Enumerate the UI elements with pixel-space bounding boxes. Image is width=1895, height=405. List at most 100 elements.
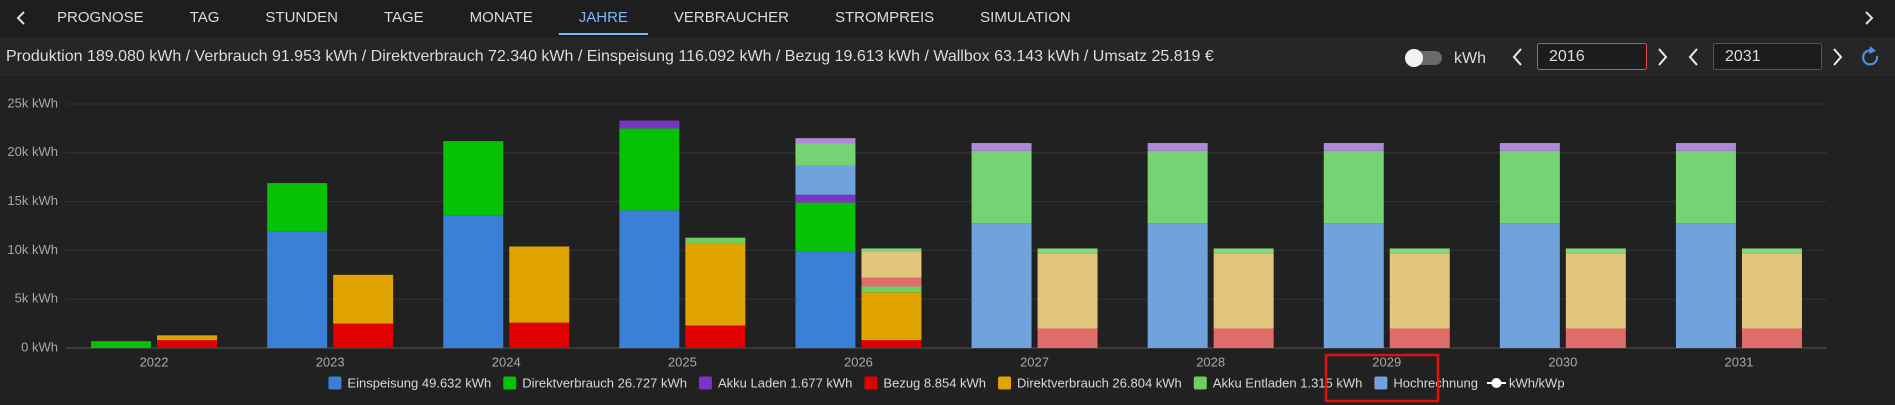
- from-year-input[interactable]: [1537, 43, 1647, 70]
- tab[interactable]: TAGE: [384, 9, 424, 26]
- from-prev[interactable]: [1512, 48, 1522, 66]
- bar-segment: [861, 286, 922, 293]
- legend-label[interactable]: Einspeisung 49.632 kWh: [347, 375, 491, 390]
- bar-segment: [1389, 248, 1450, 254]
- bar-segment: [971, 143, 1032, 151]
- bar-segment: [1213, 248, 1274, 254]
- bar-segment: [1389, 328, 1450, 348]
- bar-segment: [795, 194, 856, 203]
- bar-segment: [1147, 223, 1208, 348]
- to-year-input[interactable]: [1713, 43, 1822, 70]
- x-tick-label: 2024: [492, 354, 521, 369]
- bar-segment: [861, 248, 922, 252]
- legend: Einspeisung 49.632 kWh Direktverbrauch 26…: [328, 375, 1565, 390]
- x-tick-label: 2029: [1372, 354, 1401, 369]
- tab[interactable]: TAG: [190, 9, 220, 26]
- tab[interactable]: STROMPREIS: [835, 9, 934, 26]
- bar-segment: [795, 251, 856, 348]
- legend-swatch: [998, 376, 1012, 390]
- legend-swatch: [503, 376, 517, 390]
- bar-segment: [1147, 150, 1208, 224]
- bar-segment: [1213, 328, 1274, 348]
- bar-segment: [267, 183, 328, 232]
- active-underline: [558, 33, 648, 35]
- bar-segment: [685, 325, 746, 348]
- unit-label: kWh: [1454, 50, 1486, 67]
- tab[interactable]: SIMULATION: [980, 9, 1071, 26]
- legend-swatch: [1193, 376, 1207, 390]
- bar-segment: [1565, 253, 1626, 329]
- tab[interactable]: VERBRAUCHER: [674, 9, 789, 26]
- legend-label[interactable]: Hochrechnung: [1393, 375, 1478, 390]
- bar-segment: [1323, 223, 1384, 348]
- bar-segment: [1323, 143, 1384, 151]
- x-tick-label: 2030: [1548, 354, 1577, 369]
- bar-segment: [795, 165, 856, 195]
- bar-segment: [619, 128, 680, 211]
- legend-swatch: [1374, 376, 1388, 390]
- legend-label[interactable]: kWh/kWp: [1509, 375, 1565, 390]
- legend-label[interactable]: Akku Entladen 1.315 kWh: [1213, 375, 1363, 390]
- bar-segment: [509, 322, 570, 348]
- to-year: 2031: [1725, 48, 1761, 65]
- legend-label[interactable]: Akku Laden 1.677 kWh: [718, 375, 852, 390]
- to-prev[interactable]: [1688, 48, 1698, 66]
- toggle-knob: [1405, 49, 1423, 67]
- tab[interactable]: PROGNOSE: [57, 9, 144, 26]
- legend-label[interactable]: Bezug 8.854 kWh: [883, 375, 986, 390]
- from-next[interactable]: [1658, 48, 1668, 66]
- bar-segment: [1499, 150, 1560, 224]
- x-tick-label: 2022: [140, 354, 169, 369]
- y-tick-label: 10k kWh: [7, 242, 58, 257]
- bar-segment: [1499, 143, 1560, 151]
- summary: Produktion 189.080 kWh / Verbrauch 91.95…: [6, 48, 1214, 65]
- bar-segment: [443, 215, 504, 348]
- legend-label[interactable]: Direktverbrauch 26.727 kWh: [522, 375, 687, 390]
- nav-prev[interactable]: [16, 11, 25, 25]
- bar-segment: [1741, 248, 1802, 254]
- bar-segment: [91, 341, 152, 348]
- bar-segment: [1389, 253, 1450, 329]
- nav-bar: [0, 0, 1895, 36]
- bar-segment: [1741, 253, 1802, 329]
- bar-segment: [1565, 248, 1626, 254]
- legend-swatch: [698, 376, 712, 390]
- bar-segment: [861, 277, 922, 287]
- legend-label[interactable]: Direktverbrauch 26.804 kWh: [1017, 375, 1182, 390]
- bar-segment: [971, 223, 1032, 348]
- bar-segment: [1147, 143, 1208, 151]
- tab[interactable]: STUNDEN: [265, 9, 338, 26]
- bar-segment: [795, 202, 856, 252]
- legend-swatch: [864, 376, 878, 390]
- highlight-box: [1324, 353, 1440, 403]
- bar-segment: [795, 138, 856, 144]
- nav-next[interactable]: [1865, 11, 1874, 25]
- bar-segment: [1213, 253, 1274, 329]
- x-tick-label: 2028: [1196, 354, 1225, 369]
- refresh[interactable]: [1862, 46, 1879, 66]
- bar-segment: [1675, 223, 1736, 348]
- legend-marker: [1491, 378, 1502, 388]
- y-tick-label: 20k kWh: [7, 144, 58, 159]
- bar-segment: [333, 274, 394, 324]
- from-year: 2016: [1549, 48, 1585, 65]
- x-tick-label: 2026: [844, 354, 873, 369]
- x-tick-label: 2025: [668, 354, 697, 369]
- to-next[interactable]: [1833, 48, 1843, 66]
- y-tick-label: 25k kWh: [7, 95, 58, 110]
- tabs: PROGNOSE TAG STUNDEN TAGE MONATE JAHRE VERBRAU…: [57, 9, 1071, 35]
- tab[interactable]: JAHRE: [579, 9, 628, 26]
- bar-segment: [795, 143, 856, 166]
- bar-segment: [1565, 328, 1626, 348]
- bar-segment: [333, 323, 394, 348]
- bar-segment: [861, 251, 922, 278]
- bar-segment: [685, 237, 746, 244]
- bar-segment: [157, 340, 218, 348]
- bar-segment: [1499, 223, 1560, 348]
- tab[interactable]: MONATE: [470, 9, 533, 26]
- x-tick-label: 2027: [1020, 354, 1049, 369]
- bar-segment: [1037, 328, 1098, 348]
- bar-segment: [685, 243, 746, 326]
- y-tick-label: 15k kWh: [7, 193, 58, 208]
